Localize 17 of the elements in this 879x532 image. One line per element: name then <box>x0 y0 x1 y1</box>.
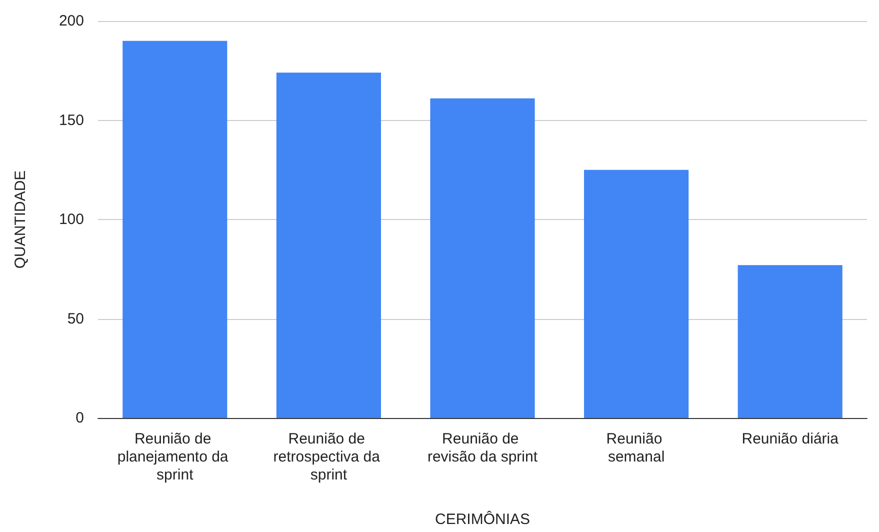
y-axis-title: QUANTIDADE <box>12 170 29 269</box>
y-tick-label: 0 <box>76 410 84 426</box>
bar <box>738 265 842 418</box>
y-tick-label: 100 <box>58 211 84 228</box>
x-tick-label: Reunião de revisão da sprint <box>427 430 538 466</box>
x-tick-label: Reunião de planejamento da sprint <box>117 430 232 484</box>
bar <box>122 40 228 418</box>
bar <box>276 72 381 418</box>
x-tick-label: Reunião de retrospectiva da sprint <box>273 430 384 484</box>
y-tick-label: 50 <box>67 310 84 328</box>
bar <box>584 170 689 418</box>
x-axis-title: CERIMÔNIAS <box>434 510 530 528</box>
x-tick-label: Reunião diária <box>742 430 840 448</box>
bar <box>430 98 535 418</box>
y-tick-label: 150 <box>58 112 84 129</box>
x-tick-label: Reunião semanal <box>606 430 666 466</box>
y-tick-label: 200 <box>58 12 84 30</box>
